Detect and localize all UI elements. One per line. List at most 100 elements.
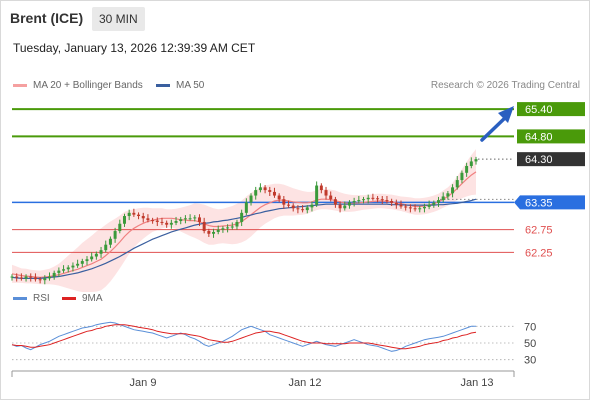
rsi-line: [11, 321, 476, 352]
candle: [221, 226, 225, 233]
candle: [122, 213, 126, 227]
candle: [24, 274, 28, 282]
rsi-ma-swatch: [62, 296, 76, 300]
candle-body: [244, 202, 248, 213]
candle-body: [113, 231, 117, 239]
candle: [52, 270, 56, 280]
candle-body: [183, 218, 187, 220]
candle: [301, 205, 305, 213]
candle-body: [277, 195, 281, 200]
candle: [432, 200, 436, 208]
candle: [343, 201, 347, 211]
candle-body: [291, 205, 295, 209]
candle: [404, 204, 408, 211]
level-label-box: [517, 129, 585, 144]
candle: [305, 205, 309, 214]
candle: [385, 196, 389, 204]
candle-body: [460, 172, 464, 181]
candle-body: [385, 200, 389, 202]
candle-body: [174, 221, 178, 223]
candle-body: [85, 259, 89, 262]
candle: [137, 212, 141, 220]
candle-body: [10, 276, 14, 278]
level-labels: 65.40 64.80 64.30 63.35 62.75 62.25: [514, 102, 585, 259]
candle-body: [146, 218, 150, 221]
candle: [113, 227, 117, 243]
candle: [80, 258, 84, 267]
candle: [347, 200, 351, 209]
target-arrow-head: [498, 106, 514, 123]
candle-body: [305, 207, 309, 211]
candle: [216, 225, 220, 235]
candle-body: [99, 250, 103, 254]
level-label-text: 65.40: [525, 104, 553, 116]
candle-body: [441, 196, 445, 201]
candle: [47, 272, 51, 281]
ma50-line: [11, 198, 477, 279]
legend-rsi: RSI: [13, 293, 50, 304]
candle-body: [413, 208, 417, 210]
candle-body: [258, 187, 262, 191]
candle-body: [108, 238, 112, 245]
candle: [33, 273, 37, 282]
candle: [193, 215, 197, 222]
candle: [329, 191, 333, 202]
candle-body: [272, 191, 276, 196]
level-label-box: [514, 195, 585, 210]
legend-ma50: MA 50: [156, 80, 204, 91]
instrument-name: Brent (ICE): [10, 10, 84, 26]
candle-body: [310, 204, 314, 208]
candle-body: [66, 267, 70, 270]
candle-body: [151, 220, 155, 222]
candle-body: [437, 200, 441, 203]
candle: [85, 256, 89, 266]
candle-body: [357, 200, 361, 202]
candle-body: [380, 199, 384, 201]
candle: [319, 183, 323, 194]
level-label-text: 62.25: [525, 247, 553, 259]
ma20-swatch: [13, 83, 27, 87]
candle: [474, 156, 478, 165]
candle-body: [127, 212, 131, 217]
candle: [469, 157, 473, 169]
target-arrow: [480, 106, 514, 142]
candle: [254, 186, 258, 200]
candle: [399, 200, 403, 209]
candle: [277, 193, 281, 203]
candle: [57, 267, 61, 277]
level-label-62-25: 62.25: [525, 247, 553, 259]
time-tick-label: Jan 12: [288, 377, 321, 389]
level-label-62-75: 62.75: [525, 225, 553, 237]
candle: [146, 214, 150, 223]
candle-body: [193, 217, 197, 219]
candle: [282, 196, 286, 209]
candle: [132, 208, 136, 217]
candle-body: [333, 199, 337, 205]
candle: [71, 262, 75, 272]
timeframe-button[interactable]: 30 MIN: [92, 7, 145, 31]
candle-body: [301, 209, 305, 211]
candle-body: [212, 231, 216, 234]
time-tick-label: Jan 9: [130, 377, 157, 389]
candle: [155, 217, 159, 227]
rsi-swatch: [13, 296, 27, 300]
candle-body: [38, 279, 42, 281]
candle: [338, 201, 342, 213]
legend-ma20: MA 20 + Bollinger Bands: [13, 80, 143, 91]
candle: [169, 219, 173, 229]
candle: [19, 273, 23, 281]
candle: [451, 184, 455, 198]
candle: [151, 217, 155, 224]
candle: [104, 240, 108, 253]
candle: [212, 228, 216, 238]
candle: [310, 201, 314, 212]
candle-body: [352, 201, 356, 203]
level-label-text: 63.35: [525, 197, 553, 209]
candle: [94, 251, 98, 260]
candle-body: [324, 190, 328, 196]
candle: [465, 162, 469, 177]
candle: [108, 236, 112, 248]
candle-body: [62, 269, 66, 271]
candle-body: [394, 202, 398, 205]
